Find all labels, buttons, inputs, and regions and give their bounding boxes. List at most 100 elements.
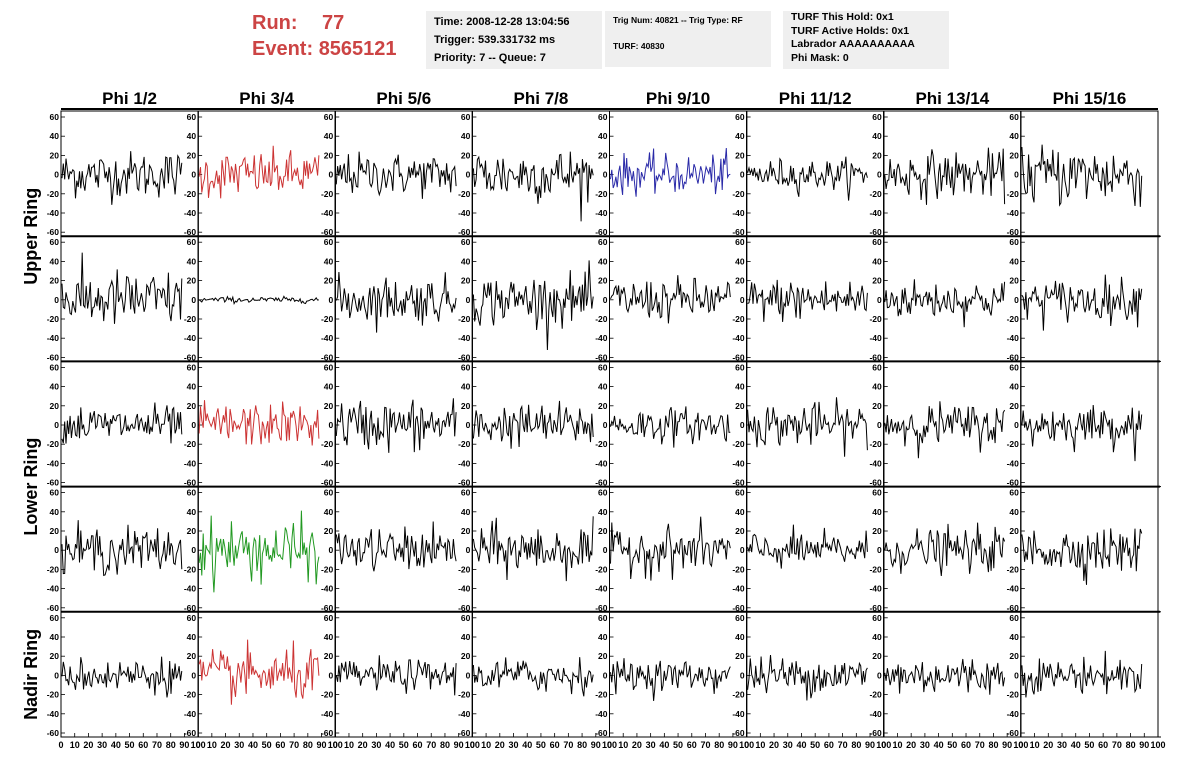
y-tick-label: 20 [324, 651, 334, 661]
y-tick-label: 60 [187, 488, 197, 498]
y-tick-label: 60 [872, 613, 882, 623]
x-tick-label: 80 [988, 740, 998, 750]
x-tick-label: 30 [646, 740, 656, 750]
x-tick-label: 100 [191, 740, 206, 750]
y-tick-label: 0 [466, 420, 471, 430]
y-tick-label: 20 [598, 526, 608, 536]
y-tick-label: -20 [1007, 314, 1020, 324]
x-tick-label: 50 [1084, 740, 1094, 750]
y-tick-label: 20 [461, 401, 471, 411]
x-tick-label: 50 [947, 740, 957, 750]
y-tick-label: 40 [598, 632, 608, 642]
x-tick-label: 100 [876, 740, 891, 750]
row-label: Nadir Ring [21, 629, 41, 720]
column-header: Phi 5/6 [376, 89, 431, 108]
y-tick-label: -40 [321, 709, 334, 719]
y-tick-label: 40 [872, 382, 882, 392]
y-tick-label: -60 [458, 352, 471, 362]
y-tick-label: -60 [595, 728, 608, 738]
y-tick-label: 40 [461, 131, 471, 141]
waveform-trace [747, 524, 868, 569]
event-value: 8565121 [318, 38, 397, 60]
waveform-trace [61, 402, 183, 444]
x-tick-label: 50 [399, 740, 409, 750]
run-value: 77 [322, 12, 345, 34]
y-tick-label: -20 [595, 690, 608, 700]
y-tick-label: -60 [732, 227, 745, 237]
y-tick-label: 0 [1014, 420, 1019, 430]
y-tick-label: -20 [47, 564, 60, 574]
y-tick-label: -40 [184, 208, 197, 218]
y-tick-label: 60 [187, 237, 197, 247]
y-tick-label: 60 [735, 112, 745, 122]
x-tick-label: 90 [179, 740, 189, 750]
y-tick-label: 0 [191, 295, 196, 305]
y-tick-label: 20 [187, 401, 197, 411]
y-tick-label: 0 [877, 295, 882, 305]
y-tick-label: 60 [50, 613, 60, 623]
y-tick-label: 60 [598, 237, 608, 247]
y-tick-label: 20 [872, 401, 882, 411]
y-tick-label: 40 [187, 382, 197, 392]
y-tick-label: 0 [740, 295, 745, 305]
x-tick-label: 90 [728, 740, 738, 750]
y-tick-label: -40 [595, 709, 608, 719]
y-tick-label: -40 [595, 333, 608, 343]
x-tick-label: 10 [892, 740, 902, 750]
x-tick-label: 40 [934, 740, 944, 750]
x-tick-label: 60 [687, 740, 697, 750]
y-tick-label: -20 [595, 189, 608, 199]
y-tick-label: -60 [1007, 352, 1020, 362]
x-tick-label: 80 [714, 740, 724, 750]
waveform-trace [61, 252, 183, 324]
y-tick-label: 40 [735, 507, 745, 517]
y-tick-label: -60 [184, 227, 197, 237]
time-info-box: Time: 2008-12-28 13:04:56 Trigger: 539.3… [426, 11, 602, 69]
trig-info-box: Trig Num: 40821 -- Trig Type: RF TURF: 4… [605, 11, 771, 67]
y-tick-label: -20 [47, 690, 60, 700]
x-tick-label: 30 [1057, 740, 1067, 750]
y-tick-label: 60 [324, 488, 334, 498]
x-tick-label: 60 [550, 740, 560, 750]
y-tick-label: -60 [1007, 603, 1020, 613]
y-tick-label: 60 [324, 112, 334, 122]
x-tick-label: 10 [344, 740, 354, 750]
y-tick-label: -20 [47, 189, 60, 199]
y-tick-label: 20 [598, 276, 608, 286]
x-tick-label: 10 [207, 740, 217, 750]
y-tick-label: -60 [184, 478, 197, 488]
x-tick-label: 50 [125, 740, 135, 750]
x-tick-label: 60 [1098, 740, 1108, 750]
y-tick-label: 20 [50, 401, 60, 411]
y-tick-label: -40 [595, 584, 608, 594]
y-tick-label: 20 [324, 526, 334, 536]
y-tick-label: -20 [458, 690, 471, 700]
waveform-trace [884, 279, 1006, 328]
x-tick-label: 20 [495, 740, 505, 750]
x-tick-label: 0 [1018, 740, 1023, 750]
y-tick-label: 20 [50, 526, 60, 536]
y-tick-label: 60 [324, 362, 334, 372]
x-tick-label: 20 [358, 740, 368, 750]
y-tick-label: 60 [50, 112, 60, 122]
y-tick-label: -20 [595, 564, 608, 574]
y-tick-label: 20 [187, 651, 197, 661]
x-tick-label: 0 [333, 740, 338, 750]
column-header: Phi 15/16 [1053, 89, 1127, 108]
time-line: Time: 2008-12-28 13:04:56 [434, 16, 570, 28]
x-tick-label: 20 [83, 740, 93, 750]
y-tick-label: 60 [324, 237, 334, 247]
y-tick-label: 0 [603, 295, 608, 305]
x-tick-label: 60 [413, 740, 423, 750]
y-tick-label: 40 [598, 131, 608, 141]
y-tick-label: -40 [458, 584, 471, 594]
y-tick-label: 20 [1009, 651, 1019, 661]
y-tick-label: 40 [598, 382, 608, 392]
y-tick-label: 40 [324, 382, 334, 392]
x-tick-label: 70 [152, 740, 162, 750]
x-tick-label: 20 [221, 740, 231, 750]
y-tick-label: -60 [47, 227, 60, 237]
y-tick-label: -60 [458, 603, 471, 613]
waveform-trace [335, 398, 457, 453]
y-tick-label: 20 [1009, 526, 1019, 536]
